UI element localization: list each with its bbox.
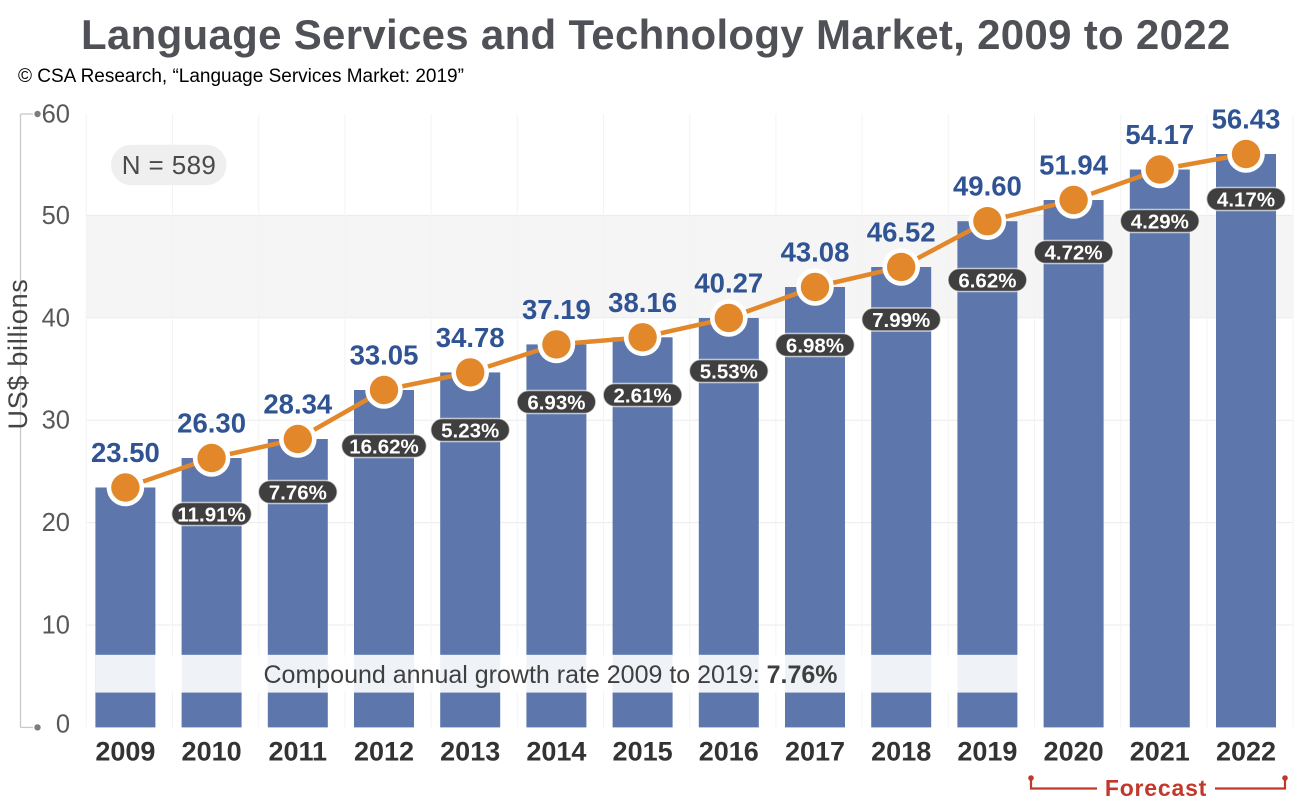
svg-text:2019: 2019 (957, 737, 1017, 767)
svg-text:2010: 2010 (182, 737, 242, 767)
svg-text:7.99%: 7.99% (872, 309, 930, 332)
svg-text:6.98%: 6.98% (786, 334, 844, 357)
svg-text:10: 10 (42, 612, 70, 640)
svg-text:38.16: 38.16 (608, 287, 677, 318)
svg-text:Language Services and Technolo: Language Services and Technology Market,… (81, 11, 1231, 58)
svg-text:37.19: 37.19 (522, 294, 591, 325)
svg-text:Compound annual growth rate 20: Compound annual growth rate 2009 to 2019… (264, 661, 838, 689)
svg-text:40: 40 (42, 304, 70, 332)
svg-text:11.91%: 11.91% (177, 503, 245, 526)
svg-text:2021: 2021 (1130, 737, 1190, 767)
svg-text:2018: 2018 (871, 737, 931, 767)
svg-text:46.52: 46.52 (867, 217, 936, 248)
svg-text:56.43: 56.43 (1212, 104, 1281, 135)
svg-text:54.17: 54.17 (1125, 119, 1194, 150)
svg-text:7.76%: 7.76% (269, 481, 327, 504)
svg-text:26.30: 26.30 (177, 408, 246, 439)
svg-text:2015: 2015 (613, 737, 673, 767)
svg-text:23.50: 23.50 (91, 437, 160, 468)
svg-text:2013: 2013 (440, 737, 500, 767)
svg-text:49.60: 49.60 (953, 171, 1022, 202)
svg-text:2012: 2012 (354, 737, 414, 767)
svg-text:2016: 2016 (699, 737, 759, 767)
svg-text:2017: 2017 (785, 737, 845, 767)
svg-text:© CSA Research, “Language Serv: © CSA Research, “Language Services Marke… (18, 66, 464, 87)
svg-text:4.29%: 4.29% (1131, 210, 1189, 233)
svg-text:6.62%: 6.62% (958, 269, 1016, 292)
svg-text:33.05: 33.05 (350, 340, 419, 371)
svg-text:US$ billions: US$ billions (3, 279, 33, 430)
svg-text:30: 30 (42, 407, 70, 435)
svg-text:4.17%: 4.17% (1217, 188, 1275, 211)
svg-text:5.53%: 5.53% (700, 360, 758, 383)
svg-text:2011: 2011 (269, 737, 328, 767)
svg-text:51.94: 51.94 (1039, 150, 1109, 181)
svg-text:6.93%: 6.93% (527, 391, 585, 414)
svg-text:N = 589: N = 589 (122, 150, 217, 180)
svg-text:16.62%: 16.62% (349, 435, 419, 458)
svg-text:0: 0 (56, 710, 70, 738)
svg-text:20: 20 (42, 509, 70, 537)
svg-text:28.34: 28.34 (263, 389, 333, 420)
svg-text:4.72%: 4.72% (1045, 241, 1103, 264)
svg-text:2009: 2009 (95, 737, 155, 767)
svg-text:2020: 2020 (1044, 737, 1104, 767)
svg-text:43.08: 43.08 (781, 237, 850, 268)
svg-text:2014: 2014 (526, 737, 586, 767)
svg-text:50: 50 (42, 202, 70, 230)
svg-text:40.27: 40.27 (694, 268, 763, 299)
svg-text:Forecast: Forecast (1105, 775, 1207, 801)
svg-text:60: 60 (42, 101, 70, 129)
svg-text:2.61%: 2.61% (614, 384, 672, 407)
svg-text:5.23%: 5.23% (441, 419, 499, 442)
svg-text:2022: 2022 (1216, 737, 1276, 767)
svg-text:34.78: 34.78 (436, 322, 505, 353)
